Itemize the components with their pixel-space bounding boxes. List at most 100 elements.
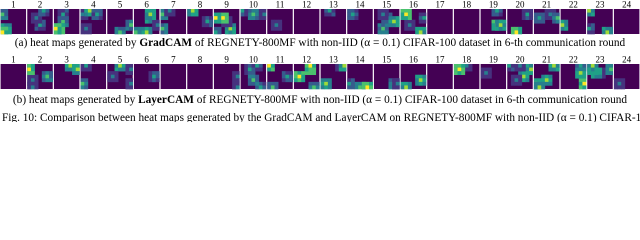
heat-map-thumbnail [320, 64, 347, 90]
heat-map-thumbnail [613, 64, 640, 90]
heat-cell [381, 12, 386, 17]
heat-cell [38, 23, 43, 28]
heat-cell [350, 9, 355, 13]
heat-cell [407, 9, 412, 13]
heat-cell [45, 71, 50, 76]
heat-cell [525, 71, 530, 76]
heat-cell [152, 74, 157, 79]
heat-cell [514, 74, 519, 79]
heat-cell [27, 74, 32, 79]
heat-cell [590, 74, 595, 79]
heat-cell [232, 74, 237, 79]
heat-cell [129, 67, 134, 72]
heat-cell [491, 23, 496, 28]
heat-cell [457, 71, 462, 76]
heat-cell [537, 16, 542, 21]
heat-cell [84, 9, 89, 13]
heat-cell [354, 12, 359, 17]
thumbnail-number: 12 [302, 55, 311, 65]
heat-cell [209, 23, 214, 28]
heat-cell [521, 12, 526, 17]
heat-cell [57, 26, 62, 31]
thumbnail-number: 21 [542, 55, 551, 65]
heat-cell [533, 12, 538, 17]
heat-cell [27, 81, 32, 86]
thumbnail-number: 13 [329, 0, 339, 10]
heat-cell [84, 67, 89, 72]
heat-cell [361, 85, 366, 90]
heat-cell [533, 78, 538, 83]
heat-cell [84, 81, 89, 86]
heat-cell [404, 9, 409, 13]
heat-cell [64, 9, 69, 13]
heat-cell [407, 19, 412, 24]
heat-cell [560, 26, 565, 31]
caption-method: GradCAM [139, 37, 192, 49]
heat-cell [270, 19, 275, 24]
heat-cell [350, 78, 355, 83]
heat-cell [350, 81, 355, 86]
heat-cell [125, 26, 130, 31]
heat-cell [541, 81, 546, 86]
heat-cell [582, 71, 587, 76]
heat-cell [404, 19, 409, 24]
heat-cell [361, 81, 366, 86]
heat-cell [415, 26, 420, 31]
heat-cell [247, 9, 252, 13]
heat-cell [247, 16, 252, 21]
heat-cell [404, 12, 409, 17]
heat-cell [285, 78, 290, 83]
heat-cell [320, 78, 325, 83]
heat-cell [381, 23, 386, 28]
heat-cell [98, 12, 103, 17]
heat-cell [164, 9, 169, 13]
heat-cell [251, 71, 256, 76]
heat-cell [381, 16, 386, 21]
heat-cell [525, 64, 530, 68]
heat-map-thumbnail [160, 64, 187, 89]
heat-cell [38, 26, 43, 31]
heat-cell [274, 81, 279, 86]
heat-cell [422, 19, 427, 24]
heat-cell [64, 19, 69, 24]
heat-cell [114, 74, 119, 79]
heat-cell [590, 26, 595, 31]
heat-cell [518, 78, 523, 83]
heat-cell [247, 12, 252, 17]
thumbnail-number: 21 [542, 0, 551, 10]
heat-cell [148, 30, 153, 35]
caption-prefix: (b) heat maps generated by [13, 94, 138, 106]
heat-cell [555, 12, 560, 17]
thumbnail-number: 2 [38, 55, 43, 65]
heat-cell [422, 12, 427, 17]
thumbnail-number: 10 [249, 55, 259, 65]
heat-cell [232, 71, 237, 76]
heat-cell [308, 67, 313, 72]
heat-cell [587, 64, 592, 68]
thumbnail-number: 2 [38, 0, 43, 10]
heat-cell [148, 12, 153, 17]
heat-cell [148, 78, 153, 83]
heat-cell [304, 64, 309, 68]
heat-cell [274, 19, 279, 24]
heat-cell [327, 85, 332, 90]
heat-cell [114, 71, 119, 76]
heat-cell [98, 16, 103, 21]
heat-cell [247, 67, 252, 72]
heat-cell [41, 71, 46, 76]
heat-cell [525, 78, 530, 83]
heat-cell [331, 12, 336, 17]
heat-cell [388, 12, 393, 17]
heat-cell [152, 23, 157, 28]
heat-cell [537, 85, 542, 90]
heat-cell [498, 9, 503, 13]
heat-cell [75, 71, 80, 76]
heat-cell [594, 71, 599, 76]
heat-cell [293, 78, 298, 83]
heat-cell [152, 71, 157, 76]
heat-cell [564, 23, 569, 28]
heat-cell [144, 9, 149, 13]
heat-cell [521, 64, 526, 68]
heat-cell [27, 71, 32, 76]
heat-cell [548, 12, 553, 17]
